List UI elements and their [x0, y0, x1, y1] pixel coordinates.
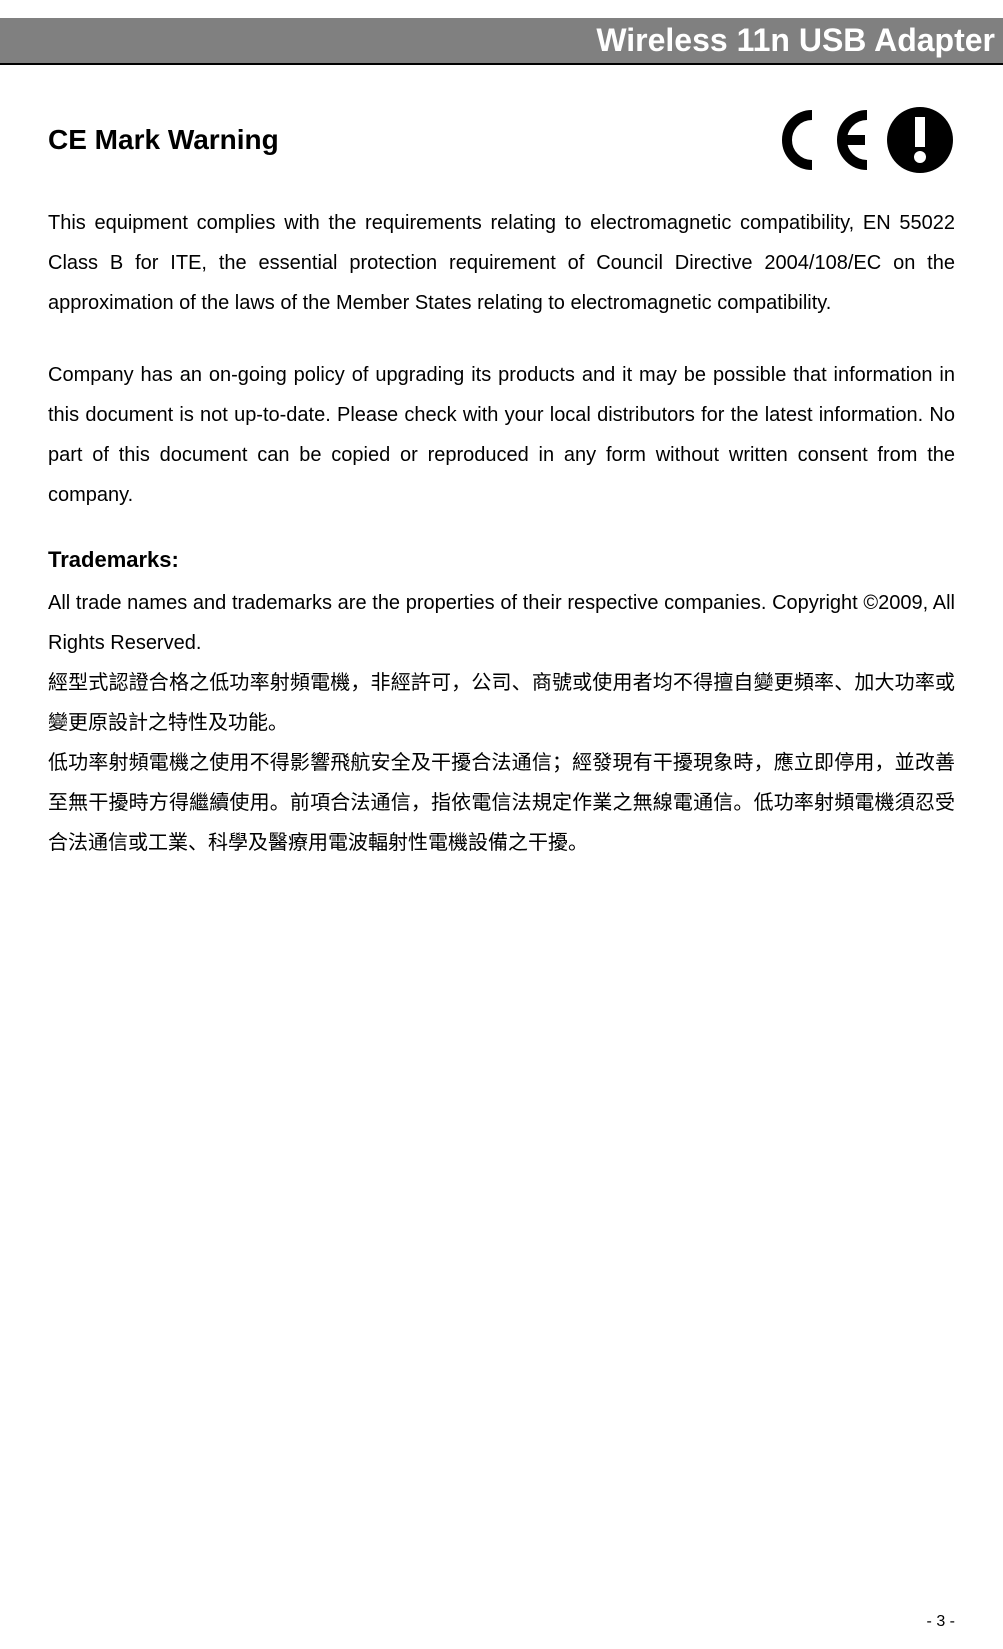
exclamation-icon [885, 105, 955, 175]
header-title: Wireless 11n USB Adapter [596, 22, 995, 58]
trademarks-text: All trade names and trademarks are the p… [48, 583, 955, 663]
ce-paragraph-1: This equipment complies with the require… [48, 203, 955, 323]
ce-icon [767, 105, 877, 175]
chinese-paragraph-1: 經型式認證合格之低功率射頻電機，非經許可，公司、商號或使用者均不得擅自變更頻率、… [48, 663, 955, 743]
title-row: CE Mark Warning [48, 105, 955, 175]
chinese-paragraph-2: 低功率射頻電機之使用不得影響飛航安全及干擾合法通信；經發現有干擾現象時，應立即停… [48, 743, 955, 863]
header-bar: Wireless 11n USB Adapter [0, 18, 1003, 65]
ce-paragraph-2: Company has an on-going policy of upgrad… [48, 355, 955, 515]
ce-mark-icons [767, 105, 955, 175]
trademarks-heading: Trademarks: [48, 547, 955, 573]
ce-heading: CE Mark Warning [48, 124, 279, 156]
page-number: - 3 - [927, 1613, 955, 1631]
page-content: CE Mark Warning This equipment complies … [0, 65, 1003, 863]
